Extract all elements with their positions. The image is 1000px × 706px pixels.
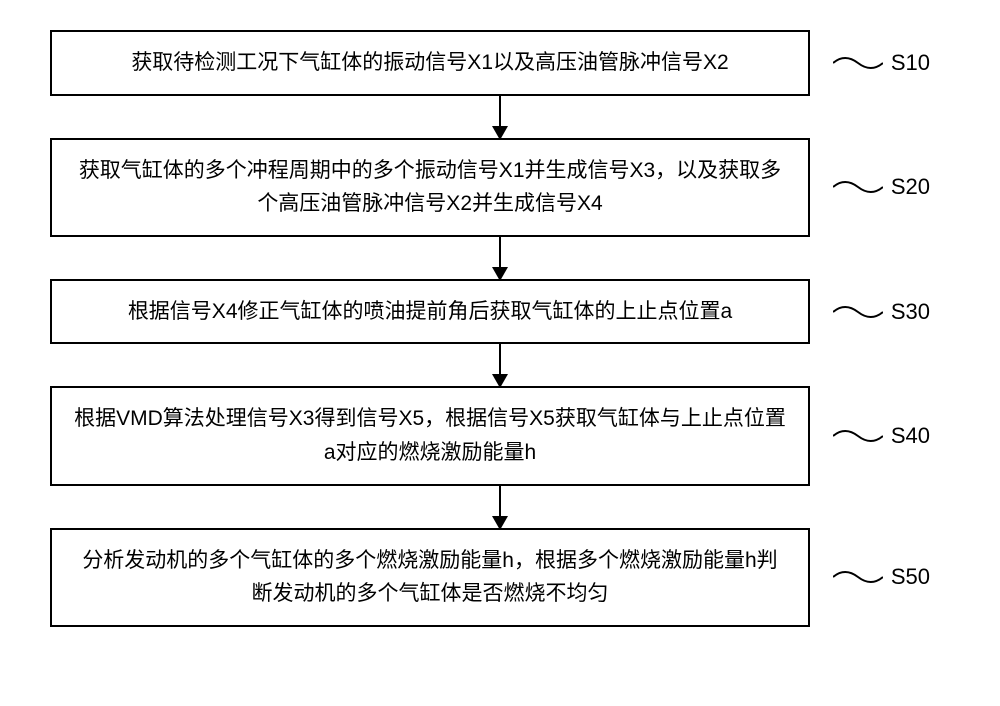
step-box-2: 获取气缸体的多个冲程周期中的多个振动信号X1并生成信号X3，以及获取多个高压油管… (50, 138, 810, 237)
step-row-2: 获取气缸体的多个冲程周期中的多个振动信号X1并生成信号X3，以及获取多个高压油管… (50, 138, 950, 237)
step-label-text-3: S30 (891, 299, 930, 325)
arrow-container-3 (120, 344, 880, 386)
curve-icon (833, 177, 883, 197)
step-row-3: 根据信号X4修正气缸体的喷油提前角后获取气缸体的上止点位置a S30 (50, 279, 950, 345)
arrow-2 (499, 237, 501, 279)
step-label-3: S30 (833, 299, 930, 325)
arrow-4 (499, 486, 501, 528)
step-box-4: 根据VMD算法处理信号X3得到信号X5，根据信号X5获取气缸体与上止点位置a对应… (50, 386, 810, 485)
step-text-3: 根据信号X4修正气缸体的喷油提前角后获取气缸体的上止点位置a (128, 300, 732, 323)
curve-icon (833, 426, 883, 446)
step-label-2: S20 (833, 174, 930, 200)
step-label-1: S10 (833, 50, 930, 76)
step-box-5: 分析发动机的多个气缸体的多个燃烧激励能量h，根据多个燃烧激励能量h判断发动机的多… (50, 528, 810, 627)
step-label-4: S40 (833, 423, 930, 449)
step-text-5: 分析发动机的多个气缸体的多个燃烧激励能量h，根据多个燃烧激励能量h判断发动机的多… (82, 549, 777, 606)
step-box-3: 根据信号X4修正气缸体的喷油提前角后获取气缸体的上止点位置a (50, 279, 810, 345)
step-row-1: 获取待检测工况下气缸体的振动信号X1以及高压油管脉冲信号X2 S10 (50, 30, 950, 96)
step-text-1: 获取待检测工况下气缸体的振动信号X1以及高压油管脉冲信号X2 (131, 51, 728, 74)
step-text-4: 根据VMD算法处理信号X3得到信号X5，根据信号X5获取气缸体与上止点位置a对应… (74, 407, 786, 464)
step-row-4: 根据VMD算法处理信号X3得到信号X5，根据信号X5获取气缸体与上止点位置a对应… (50, 386, 950, 485)
step-box-1: 获取待检测工况下气缸体的振动信号X1以及高压油管脉冲信号X2 (50, 30, 810, 96)
curve-icon (833, 302, 883, 322)
step-label-text-2: S20 (891, 174, 930, 200)
step-label-5: S50 (833, 564, 930, 590)
step-row-5: 分析发动机的多个气缸体的多个燃烧激励能量h，根据多个燃烧激励能量h判断发动机的多… (50, 528, 950, 627)
arrow-container-2 (120, 237, 880, 279)
arrow-1 (499, 96, 501, 138)
step-text-2: 获取气缸体的多个冲程周期中的多个振动信号X1并生成信号X3，以及获取多个高压油管… (79, 159, 781, 216)
arrow-container-1 (120, 96, 880, 138)
curve-icon (833, 53, 883, 73)
step-label-text-4: S40 (891, 423, 930, 449)
step-label-text-1: S10 (891, 50, 930, 76)
arrow-container-4 (120, 486, 880, 528)
arrow-3 (499, 344, 501, 386)
flowchart-container: 获取待检测工况下气缸体的振动信号X1以及高压油管脉冲信号X2 S10 获取气缸体… (50, 30, 950, 627)
step-label-text-5: S50 (891, 564, 930, 590)
curve-icon (833, 567, 883, 587)
